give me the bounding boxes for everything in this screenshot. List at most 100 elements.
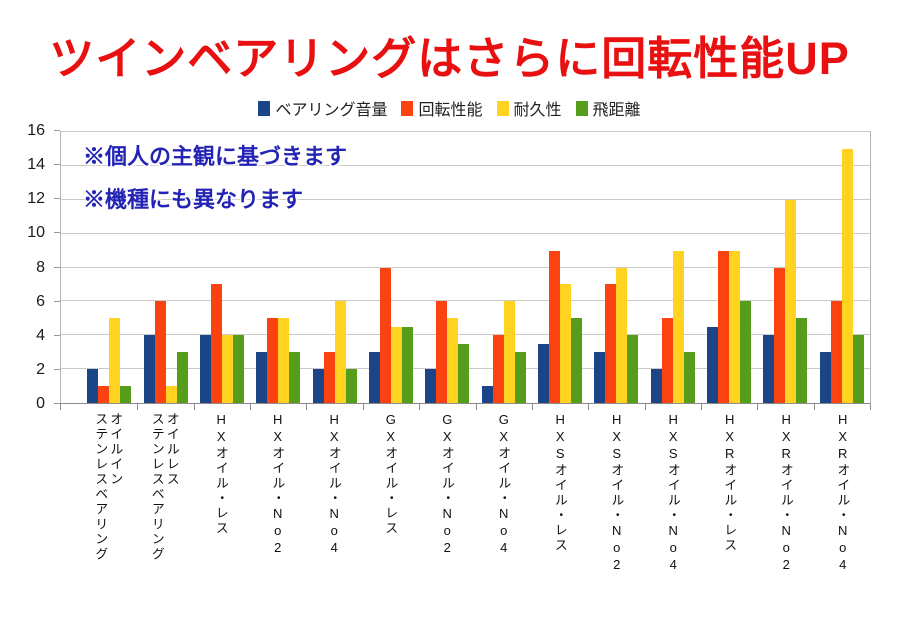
bar	[852, 335, 864, 403]
bar	[538, 343, 550, 403]
bar	[718, 250, 730, 403]
bar	[514, 352, 526, 403]
y-grid-line	[61, 164, 870, 166]
x-label-cell: HXオイル・No4	[306, 412, 363, 617]
bar	[120, 386, 132, 403]
x-label-cell: GXオイル・No4	[476, 412, 533, 617]
x-label-cell: HXSオイル・レス	[532, 412, 589, 617]
bar-group	[137, 132, 193, 403]
bar-group	[476, 132, 532, 403]
bar	[650, 369, 662, 403]
y-tick	[54, 368, 60, 370]
bar	[605, 284, 617, 403]
bar-group	[645, 132, 701, 403]
legend-swatch	[496, 100, 509, 116]
bar	[334, 301, 346, 403]
bar	[221, 335, 233, 403]
bar	[109, 318, 121, 403]
bar	[458, 343, 470, 403]
y-tick-label: 8	[36, 258, 45, 276]
bar	[154, 301, 166, 403]
legend-swatch	[401, 100, 414, 116]
x-category-label: HXオイル・No2	[270, 412, 286, 557]
x-tick	[306, 404, 308, 410]
y-grid-line	[61, 266, 870, 268]
x-category-label: HXオイル・レス	[213, 412, 229, 536]
x-tick	[757, 404, 759, 410]
legend-label: 飛距離	[592, 102, 641, 119]
bar	[379, 267, 391, 403]
x-label-cell: オイルイン ステンレスベアリング	[80, 412, 137, 617]
bar	[176, 352, 188, 403]
y-grid-line	[61, 232, 870, 234]
bar-group	[588, 132, 644, 403]
x-label-cell: HXRオイル・No2	[758, 412, 815, 617]
bar-group	[419, 132, 475, 403]
legend-item: ベアリング音量	[258, 96, 387, 120]
bar	[436, 301, 448, 403]
x-category-label: HXRオイル・No2	[778, 412, 794, 574]
x-label-cell: オイルレス ステンレスベアリング	[137, 412, 194, 617]
x-category-label: HXSオイル・No2	[609, 412, 625, 574]
bar-group	[532, 132, 588, 403]
x-label-cell: HXオイル・レス	[193, 412, 250, 617]
y-tick	[54, 232, 60, 234]
bar	[661, 318, 673, 403]
x-label-cell: HXRオイル・レス	[702, 412, 759, 617]
y-tick-label: 16	[27, 122, 45, 139]
bar	[819, 352, 831, 403]
bar-group	[81, 132, 137, 403]
legend-item: 耐久性	[496, 96, 562, 120]
plot-area: ※個人の主観に基づきます ※機種にも異なります	[60, 131, 871, 410]
y-tick	[54, 334, 60, 336]
x-tick	[137, 404, 139, 410]
bar	[210, 284, 222, 403]
annotation-line-1: ※個人の主観に基づきます	[83, 144, 348, 169]
x-label-cell: GXオイル・レス	[363, 412, 420, 617]
y-tick-label: 6	[36, 292, 45, 310]
x-tick	[531, 404, 533, 410]
page-title: ツインベアリングはさらに回転性能UP	[49, 33, 850, 84]
bar-group	[701, 132, 757, 403]
x-tick	[362, 404, 364, 410]
y-tick	[54, 300, 60, 302]
bar	[672, 250, 684, 403]
x-category-label: オイルレス ステンレスベアリング	[149, 412, 180, 562]
legend-item: 回転性能	[401, 96, 483, 120]
x-category-label: HXRオイル・レス	[722, 412, 738, 553]
bar	[368, 352, 380, 403]
legend-item: 飛距離	[575, 96, 641, 120]
x-tick	[193, 404, 195, 410]
y-tick-label: 4	[36, 326, 45, 344]
bar-group	[250, 132, 306, 403]
y-tick-label: 12	[27, 190, 45, 208]
x-category-label: HXSオイル・レス	[552, 412, 568, 553]
bar	[785, 199, 797, 403]
x-label-cell: HXSオイル・No4	[645, 412, 702, 617]
annotation: ※個人の主観に基づきます ※機種にも異なります	[83, 135, 347, 221]
bar	[447, 318, 459, 403]
bar	[503, 301, 515, 403]
x-tick	[419, 404, 421, 410]
x-category-label: GXオイル・レス	[383, 412, 399, 536]
bar	[774, 267, 786, 403]
x-tick	[588, 404, 590, 410]
y-axis: 0 2 4 6 8 10 12 14 16	[0, 123, 60, 412]
x-tick	[813, 404, 815, 410]
legend-swatch	[258, 100, 271, 116]
bar	[143, 335, 155, 403]
bar	[549, 250, 561, 403]
bar	[87, 369, 99, 403]
bar	[571, 318, 583, 403]
y-tick	[54, 198, 60, 200]
y-grid-line	[61, 300, 870, 302]
x-category-label: GXオイル・No4	[496, 412, 512, 557]
bars-inner	[81, 132, 871, 410]
x-category-label: HXオイル・No4	[326, 412, 342, 557]
x-tick	[870, 404, 871, 410]
y-grid-line	[61, 131, 870, 132]
y-tick	[54, 130, 60, 131]
x-tick	[250, 404, 252, 410]
bar	[232, 335, 244, 403]
x-axis-labels: オイルイン ステンレスベアリング オイルレス ステンレスベアリング HXオイル・レス…	[80, 412, 871, 617]
